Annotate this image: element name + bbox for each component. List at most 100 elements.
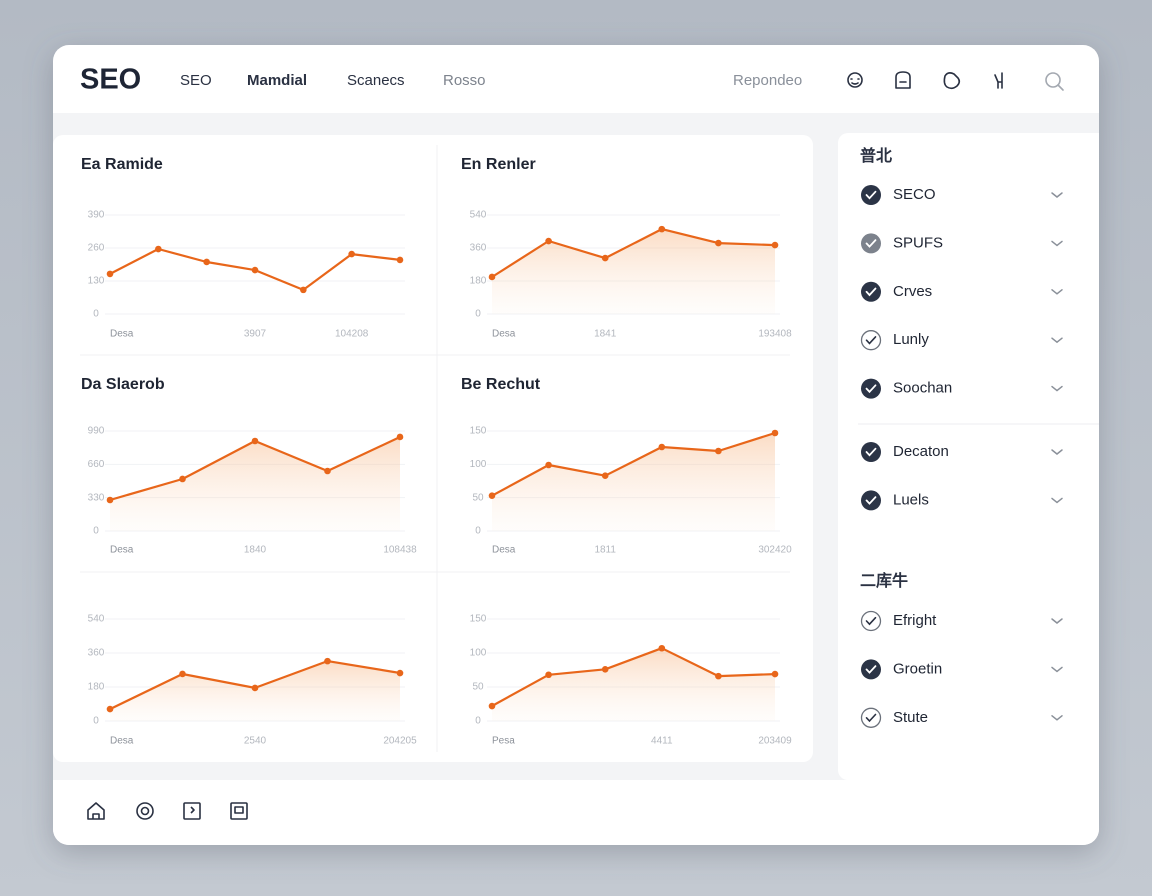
x-tick-label: 104208 (335, 329, 369, 340)
icon-button[interactable] (183, 802, 201, 820)
checkbox[interactable] (861, 233, 881, 254)
search-button[interactable] (1045, 72, 1064, 91)
icon-button[interactable] (230, 802, 248, 820)
x-tick-label: Desa (110, 545, 134, 556)
chart-title: Da Slaerob (81, 376, 165, 393)
icon-button[interactable] (847, 72, 863, 88)
x-tick-label: Desa (110, 736, 134, 747)
list-item[interactable]: SECO (861, 185, 1063, 205)
nav-item[interactable]: Mamdial (247, 72, 307, 89)
logo: SEO (80, 64, 141, 96)
data-point (715, 672, 722, 680)
y-tick-label: 390 (88, 210, 105, 221)
chevron[interactable] (1051, 715, 1063, 721)
data-point (300, 286, 307, 294)
chevron[interactable] (1051, 192, 1063, 198)
chevron[interactable] (1051, 385, 1063, 392)
data-point (106, 496, 114, 504)
x-tick-label: 3907 (244, 329, 267, 340)
list-item[interactable]: Luels (861, 490, 1063, 511)
check-mark (865, 616, 877, 626)
line-area (492, 229, 775, 314)
data-point (488, 273, 496, 281)
data-point (396, 433, 404, 441)
checkbox[interactable] (861, 659, 881, 680)
data-point (771, 241, 779, 249)
y-tick-label: 180 (470, 276, 487, 287)
chevron[interactable] (1051, 497, 1063, 504)
y-tick-label: 100 (470, 648, 487, 659)
list-item[interactable]: Crves (861, 281, 1063, 302)
y-tick-label: 360 (88, 648, 105, 659)
checkbox[interactable] (861, 442, 881, 462)
list-item[interactable]: Decaton (861, 442, 1063, 462)
item-label: Crves (893, 283, 932, 300)
y-tick-label: 0 (475, 716, 481, 727)
check-mark (865, 336, 877, 345)
nav-item[interactable]: SEO (180, 72, 212, 89)
data-point (545, 461, 552, 469)
data-point (658, 443, 666, 451)
data-point (715, 447, 722, 455)
icon-button[interactable] (136, 802, 154, 820)
x-tick-label: 204205 (383, 736, 417, 747)
x-tick-label: 1811 (594, 545, 616, 556)
home-button[interactable] (87, 802, 105, 820)
data-point (771, 670, 779, 678)
list-item[interactable]: Stute (860, 707, 1063, 728)
icon-button[interactable] (943, 72, 961, 90)
checkbox[interactable] (861, 281, 881, 302)
line-area (492, 433, 775, 531)
item-label: Stute (893, 709, 928, 726)
chevron[interactable] (1051, 618, 1063, 624)
nav-item[interactable]: Rosso (443, 72, 486, 89)
icon-button[interactable] (994, 72, 1003, 89)
x-tick-label: 1841 (594, 329, 617, 340)
list-item[interactable]: SPUFS (861, 233, 1063, 254)
data-point (251, 266, 259, 274)
list-item[interactable]: Lunly (860, 330, 1063, 351)
checkbox[interactable] (861, 378, 881, 399)
checkbox[interactable] (860, 610, 882, 632)
nav-link[interactable]: Repondeo (733, 72, 802, 89)
chevron[interactable] (1051, 240, 1063, 247)
item-label: Luels (893, 491, 929, 508)
data-point (715, 239, 722, 247)
nav-item[interactable]: Scanecs (347, 72, 405, 89)
chevron[interactable] (1051, 337, 1063, 344)
checkbox[interactable] (860, 707, 882, 728)
item-label: Soochan (893, 380, 952, 397)
checkbox[interactable] (860, 330, 882, 351)
list-item[interactable]: Groetin (861, 659, 1063, 680)
chevron[interactable] (1051, 449, 1063, 455)
y-tick-label: 260 (88, 243, 105, 254)
chevron[interactable] (1051, 289, 1063, 295)
section-title: 二库牛 (860, 571, 908, 590)
sidebar: 普北 SECO SPUFS Crves Lunly Soochan Decaton Luels… (860, 146, 1063, 728)
check-mark (865, 287, 877, 297)
checkbox[interactable] (861, 490, 881, 511)
data-point (601, 254, 609, 262)
x-tick-label: 203409 (758, 736, 792, 747)
y-tick-label: 50 (472, 492, 484, 503)
item-label: Lunly (893, 331, 929, 348)
list-item[interactable]: Soochan (861, 378, 1063, 399)
nav: SEO Mamdial Scanecs Rosso (180, 72, 486, 89)
footer-bar (53, 780, 1099, 845)
data-point (251, 684, 259, 692)
data-point (488, 492, 496, 499)
y-tick-label: 330 (88, 492, 105, 503)
check-mark (865, 665, 877, 674)
data-point (203, 258, 210, 266)
list-item[interactable]: Efright (860, 610, 1063, 632)
check-mark (865, 496, 877, 505)
line (491, 431, 776, 497)
chevron[interactable] (1051, 666, 1063, 673)
data-point (324, 467, 331, 475)
y-tick-label: 130 (88, 276, 105, 287)
item-label: Decaton (893, 443, 949, 460)
checkbox[interactable] (861, 185, 881, 205)
icon-button[interactable] (895, 71, 911, 89)
sidebar-panel (838, 133, 1099, 780)
line-area (110, 437, 400, 531)
